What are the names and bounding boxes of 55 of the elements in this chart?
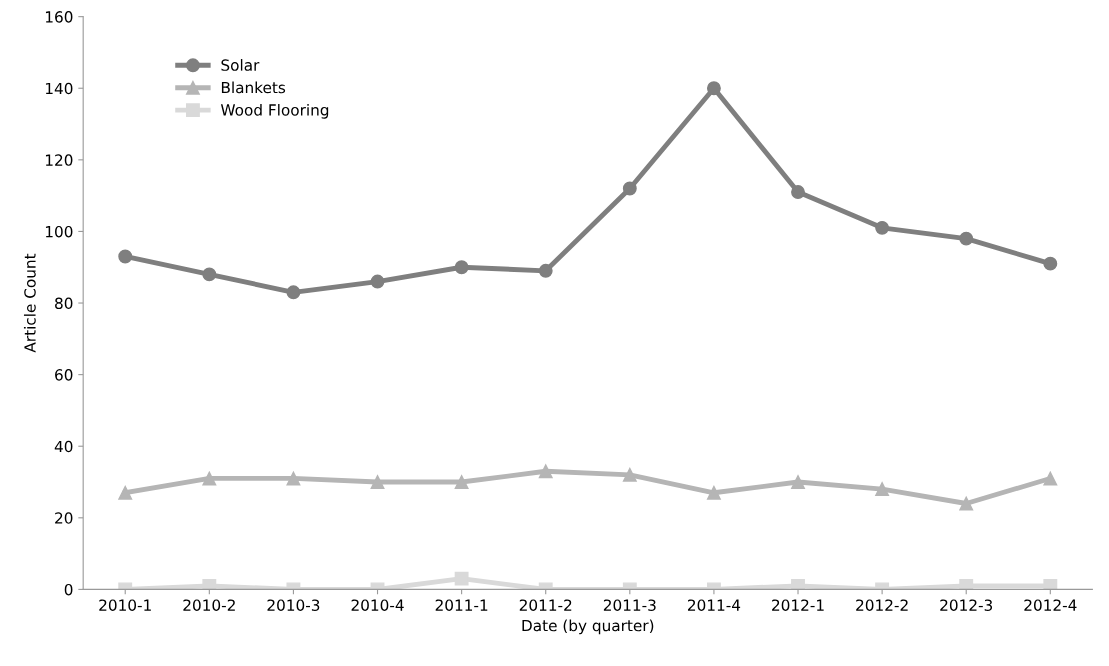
- y-tick-label: 100: [45, 225, 73, 238]
- point: [118, 249, 133, 264]
- y-tick-label: 80: [55, 297, 73, 310]
- point: [454, 571, 469, 586]
- point: [959, 496, 974, 511]
- point: [706, 81, 721, 96]
- point: [370, 274, 385, 289]
- point: [959, 578, 974, 590]
- point: [202, 267, 217, 282]
- y-tick-label: 140: [45, 82, 73, 95]
- legend-label: Solar: [221, 59, 260, 71]
- point: [286, 285, 301, 300]
- y-tick-label: 20: [55, 512, 73, 524]
- point: [875, 482, 890, 497]
- y-tick-label: 40: [54, 440, 73, 453]
- point: [791, 185, 805, 200]
- y-tick-label: 0: [64, 583, 73, 596]
- y-tick-label: 120: [45, 154, 73, 166]
- x-tick-label: 2010-3: [267, 599, 320, 611]
- point: [791, 475, 805, 489]
- x-tick-label: 2011-1: [435, 599, 488, 611]
- x-tick-label: 2010-2: [183, 599, 235, 611]
- point: [370, 475, 385, 489]
- x-tick-label: 2012-4: [1024, 599, 1077, 611]
- y-axis-title: Article Count: [23, 253, 36, 353]
- point: [706, 485, 721, 500]
- point: [286, 471, 301, 486]
- x-tick-label: 2012-3: [940, 599, 993, 611]
- x-axis-title: Date (by quarter): [522, 619, 654, 635]
- legend-label: Wood Flooring: [220, 103, 329, 119]
- point: [622, 181, 637, 196]
- x-tick-label: 2012-1: [772, 599, 824, 611]
- x-tick-label: 2010-1: [99, 599, 151, 611]
- point: [791, 578, 805, 590]
- point: [538, 464, 553, 479]
- point: [538, 263, 553, 278]
- x-tick-label: 2011-3: [603, 599, 656, 611]
- point: [1043, 578, 1058, 590]
- point: [454, 260, 469, 275]
- x-tick-label: 2010-4: [351, 599, 404, 611]
- point: [118, 485, 133, 500]
- point: [622, 467, 637, 482]
- point: [875, 220, 890, 235]
- legend-label: Blankets: [221, 81, 286, 94]
- y-tick-label: 160: [45, 11, 73, 23]
- point: [202, 578, 217, 590]
- point: [1043, 256, 1058, 271]
- point: [202, 471, 217, 486]
- y-tick-label: 60: [55, 369, 73, 381]
- point: [454, 475, 469, 489]
- x-tick-label: 2012-2: [856, 599, 908, 611]
- point: [959, 231, 974, 246]
- x-tick-label: 2011-4: [687, 599, 741, 611]
- x-tick-label: 2011-2: [519, 599, 572, 611]
- point: [1043, 471, 1058, 486]
